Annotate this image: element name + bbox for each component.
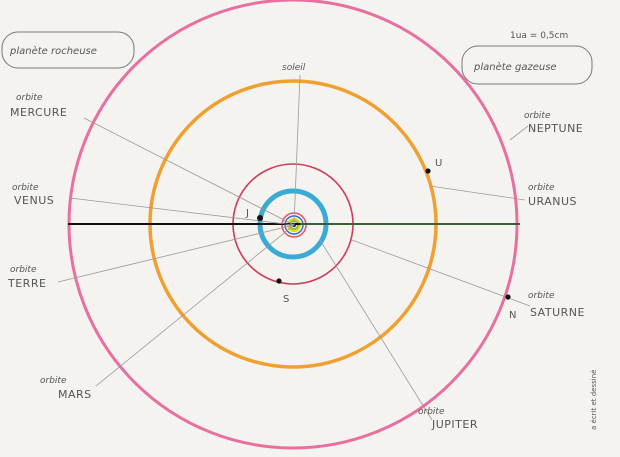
orbit-label-venus-prefix: orbite — [12, 183, 39, 193]
pointer-uranus — [429, 185, 526, 201]
planet-jupiter-dot — [257, 215, 263, 221]
pointer-mars — [95, 224, 295, 387]
legend-rocky-box — [1, 31, 135, 69]
orbit-label-uranus: URANUS — [528, 195, 577, 208]
pointer-earth — [57, 224, 295, 283]
legend-gas-text: planète gazeuse — [473, 61, 557, 73]
pointer-jupiter — [319, 239, 433, 421]
orbit-label-mars: MARS — [58, 388, 92, 401]
planet-neptune-dot — [505, 294, 511, 300]
orbit-label-earth: TERRE — [7, 277, 46, 290]
orbit-label-mercury-prefix: orbite — [16, 93, 43, 103]
pointer-sun — [293, 74, 301, 226]
planet-uranus-dot — [425, 168, 431, 174]
marker-saturn: S — [283, 294, 289, 305]
orbit-label-jupiter-prefix: orbite — [418, 407, 445, 417]
orbit-label-mercury: MERCURE — [10, 106, 67, 119]
orbit-label-uranus-prefix: orbite — [528, 183, 555, 193]
signature: a écrit et dessiné — [590, 370, 598, 430]
marker-jupiter: J — [245, 208, 249, 219]
orbit-label-mars-prefix: orbite — [40, 376, 67, 386]
orbit-label-earth-prefix: orbite — [10, 265, 37, 275]
orbit-label-neptune: NEPTUNE — [528, 122, 583, 135]
pointer-neptune — [509, 125, 529, 141]
pointer-saturn — [351, 239, 531, 307]
orbit-label-neptune-prefix: orbite — [524, 111, 551, 121]
pointer-mercury — [83, 117, 295, 226]
pointer-venus — [69, 197, 295, 226]
legend-rocky-text: planète rocheuse — [9, 45, 97, 57]
planet-saturn-dot — [276, 278, 282, 284]
orbit-label-jupiter: JUPITER — [431, 418, 478, 431]
orbit-label-saturn: SATURNE — [530, 306, 585, 319]
marker-uranus: U — [435, 158, 442, 169]
orbit-label-saturn-prefix: orbite — [528, 291, 555, 301]
marker-neptune: N — [509, 310, 516, 321]
legend-gas-box — [461, 45, 593, 85]
sun-label: soleil — [282, 63, 306, 73]
orbit-label-venus: VENUS — [14, 194, 54, 207]
scale-label: 1ua = 0,5cm — [510, 31, 568, 41]
